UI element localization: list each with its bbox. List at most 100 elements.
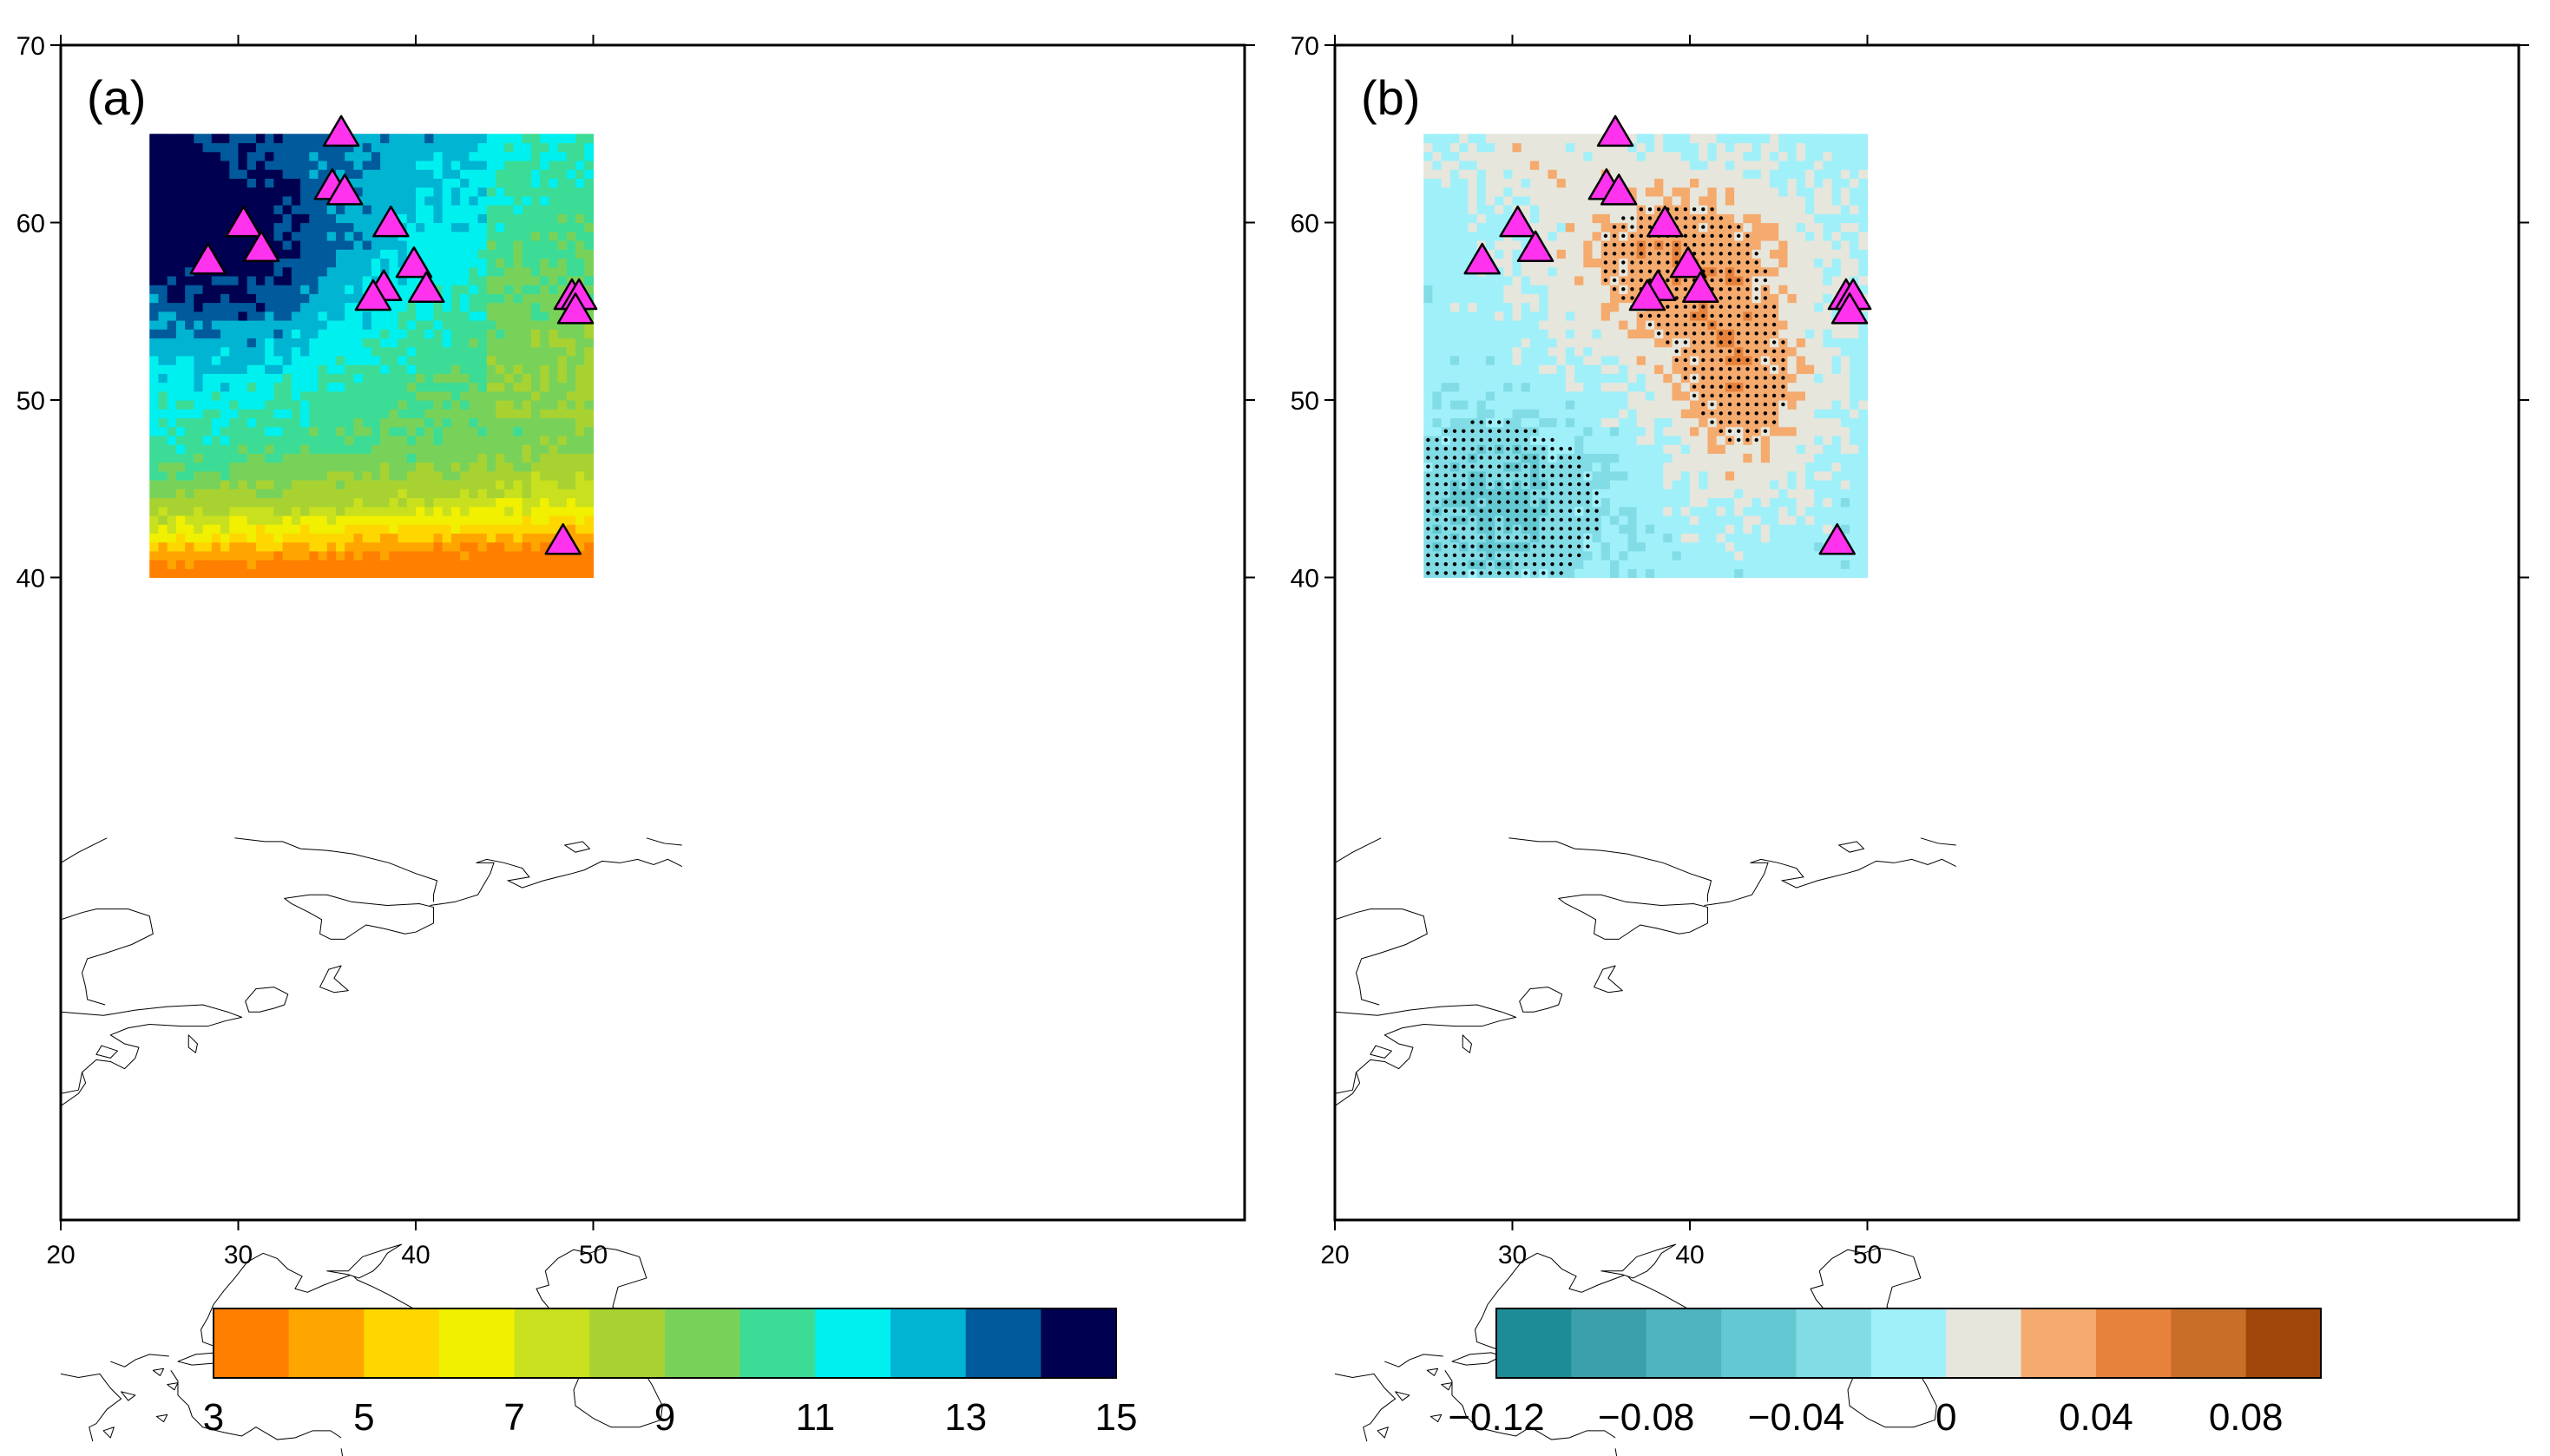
grid-cell	[282, 169, 292, 179]
grid-cell	[255, 417, 266, 428]
grid-cell	[175, 444, 186, 454]
grid-cell	[450, 266, 461, 277]
grid-cell	[1565, 311, 1575, 321]
grid-cell	[1672, 453, 1682, 463]
grid-cell	[1512, 151, 1522, 161]
grid-cell	[345, 239, 355, 250]
grid-cell	[1574, 178, 1584, 188]
grid-cell	[1529, 142, 1540, 153]
grid-cell	[1485, 293, 1495, 304]
grid-cell	[1432, 355, 1443, 365]
grid-cell	[540, 364, 549, 374]
grid-cell	[1716, 160, 1726, 170]
grid-cell	[398, 285, 408, 294]
grid-cell	[1521, 329, 1531, 339]
grid-cell	[1672, 533, 1682, 543]
grid-cell	[273, 293, 284, 304]
grid-cell	[371, 275, 381, 285]
grid-cell	[1521, 338, 1531, 348]
grid-cell	[1459, 329, 1469, 339]
grid-cell	[1583, 435, 1594, 445]
grid-cell	[566, 239, 576, 250]
grid-cell	[1449, 151, 1460, 161]
grid-cell	[522, 489, 532, 499]
colorbar-frame	[213, 1308, 1117, 1379]
grid-cell	[504, 275, 515, 285]
grid-cell	[513, 355, 523, 365]
grid-cell	[1672, 550, 1682, 561]
grid-cell	[362, 142, 372, 153]
grid-cell	[1503, 338, 1514, 348]
grid-cell	[398, 187, 408, 197]
grid-cell	[1858, 285, 1869, 294]
grid-cell	[398, 142, 408, 153]
grid-cell	[255, 293, 266, 304]
grid-cell	[353, 560, 364, 569]
grid-cell	[202, 319, 213, 330]
grid-cell	[380, 346, 390, 357]
grid-cell	[309, 373, 319, 384]
grid-cell	[167, 533, 177, 543]
grid-cell	[389, 480, 399, 489]
grid-cell	[167, 222, 177, 233]
grid-cell	[1600, 142, 1611, 153]
grid-cell	[486, 541, 496, 552]
grid-cell	[1423, 275, 1434, 285]
colorbar-tick-label: 13	[944, 1396, 987, 1439]
grid-cell	[318, 239, 328, 250]
grid-cell	[513, 497, 523, 508]
grid-cell	[566, 470, 576, 481]
grid-cell	[1423, 417, 1434, 428]
grid-cell	[309, 541, 319, 552]
grid-cell	[175, 497, 186, 508]
grid-cell	[220, 329, 230, 339]
grid-cell	[1548, 151, 1558, 161]
grid-cell	[345, 249, 355, 259]
grid-cell	[1734, 453, 1744, 463]
grid-cell	[450, 453, 461, 463]
grid-cell	[380, 435, 390, 445]
grid-cell	[1699, 470, 1709, 481]
grid-cell	[1796, 524, 1806, 534]
grid-cell	[469, 205, 479, 214]
grid-cell	[335, 239, 345, 250]
grid-cell	[318, 205, 328, 214]
grid-cell	[167, 462, 177, 472]
grid-cell	[309, 568, 319, 579]
grid-cell	[513, 249, 523, 259]
grid-cell	[229, 409, 240, 419]
grid-cell	[460, 213, 470, 224]
grid-cell	[1565, 302, 1575, 312]
grid-cell	[504, 178, 515, 188]
grid-cell	[1459, 239, 1469, 250]
grid-cell	[1600, 338, 1611, 348]
grid-cell	[486, 444, 496, 454]
grid-cell	[158, 142, 168, 153]
grid-cell	[167, 560, 177, 569]
grid-cell	[1459, 169, 1469, 179]
grid-cell	[557, 462, 568, 472]
grid-cell	[504, 524, 515, 534]
grid-cell	[1778, 151, 1789, 161]
grid-cell	[1734, 506, 1744, 516]
grid-cell	[1850, 178, 1859, 188]
grid-cell	[300, 329, 310, 339]
grid-cell	[1609, 533, 1620, 543]
grid-cell	[557, 329, 568, 339]
colorbar-tick-label: 9	[654, 1396, 675, 1439]
grid-cell	[362, 515, 372, 525]
grid-cell	[1583, 568, 1594, 579]
grid-cell	[540, 329, 549, 339]
grid-cell	[273, 160, 284, 170]
grid-cell	[353, 390, 364, 401]
grid-cell	[1459, 285, 1469, 294]
grid-cell	[406, 560, 417, 569]
grid-cell	[496, 355, 505, 365]
grid-cell	[1432, 329, 1443, 339]
colorbar-swatch	[364, 1308, 440, 1378]
grid-cell	[549, 311, 559, 321]
grid-cell	[202, 409, 213, 419]
grid-cell	[442, 239, 452, 250]
grid-cell	[380, 453, 390, 463]
grid-cell	[1468, 178, 1478, 188]
